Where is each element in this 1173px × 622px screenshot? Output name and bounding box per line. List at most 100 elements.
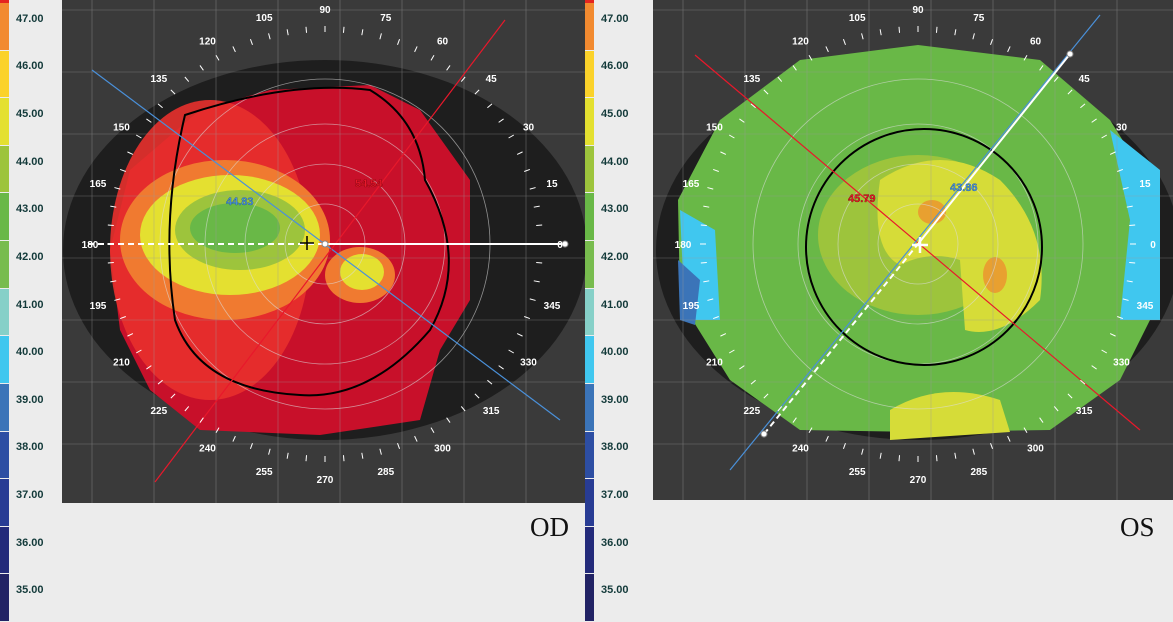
degree-tick — [146, 365, 152, 370]
scale-swatch — [585, 98, 594, 145]
degree-label: 150 — [113, 123, 130, 134]
scale-label: 40.00 — [601, 346, 629, 359]
scale-swatch — [0, 431, 9, 479]
degree-tick — [842, 443, 846, 450]
degree-label: 75 — [973, 13, 985, 24]
scale-swatch — [0, 479, 9, 526]
od-topography-map: 44.83 54.54 0 15 30 45 60 75 90 105 120 135 150 165… — [62, 0, 585, 503]
degree-tick — [135, 134, 142, 139]
degree-tick — [114, 298, 121, 301]
degree-tick — [474, 393, 480, 399]
scale-label: 37.00 — [601, 488, 629, 501]
degree-tick — [170, 393, 176, 399]
scale-label: 44.00 — [16, 155, 44, 168]
scale-swatch — [585, 526, 594, 574]
degree-tick — [1126, 280, 1133, 283]
degree-label: 45 — [486, 74, 498, 85]
degree-tick — [1067, 89, 1073, 95]
degree-tick — [107, 224, 114, 227]
degree-tick — [533, 280, 540, 283]
degree-label: 75 — [380, 13, 392, 24]
degree-tick — [268, 33, 271, 40]
degree-label: 135 — [150, 74, 167, 85]
degree-tick — [342, 26, 345, 33]
degree-tick — [286, 29, 289, 36]
degree-tick — [508, 349, 515, 354]
degree-tick — [508, 134, 515, 139]
degree-tick — [215, 54, 220, 61]
degree-tick — [397, 38, 401, 45]
scale-swatch — [0, 526, 9, 574]
od-pupil-outline — [168, 86, 450, 397]
degree-tick — [107, 261, 114, 264]
degree-label: 285 — [377, 467, 394, 478]
degree-label: 210 — [113, 358, 130, 369]
degree-tick — [1023, 54, 1028, 61]
degree-tick — [119, 168, 126, 172]
degree-label: 45 — [1079, 74, 1091, 85]
scale-swatch — [585, 383, 594, 431]
scale-swatch — [585, 479, 594, 526]
scale-swatch — [0, 3, 9, 50]
degree-label: 240 — [792, 444, 809, 455]
scale-swatch — [585, 336, 594, 383]
degree-tick — [127, 333, 134, 337]
degree-label: 315 — [483, 406, 500, 417]
scale-swatch — [0, 50, 9, 98]
degree-tick — [1080, 103, 1086, 109]
degree-tick — [215, 427, 220, 434]
degree-tick — [1129, 224, 1136, 227]
degree-tick — [763, 393, 769, 399]
os-pupil-outline — [805, 128, 1043, 366]
degree-tick — [232, 435, 236, 442]
degree-tick — [184, 76, 190, 82]
degree-tick — [712, 316, 719, 320]
degree-label: 30 — [1116, 123, 1128, 134]
degree-tick — [498, 118, 504, 123]
degree-tick — [430, 54, 435, 61]
degree-tick — [1053, 76, 1059, 82]
degree-label: 300 — [434, 444, 451, 455]
scale-label: 36.00 — [16, 536, 44, 549]
degree-label: 0 — [1150, 240, 1156, 251]
degree-tick — [792, 417, 797, 423]
degree-tick — [110, 205, 117, 208]
degree-tick — [703, 280, 710, 283]
degree-tick — [460, 76, 466, 82]
degree-tick — [707, 298, 714, 301]
od-steep-k: 54.54 — [355, 178, 383, 190]
degree-label: 255 — [256, 467, 273, 478]
degree-tick — [990, 38, 994, 45]
degree-tick — [498, 365, 504, 370]
scale-swatch — [585, 288, 594, 336]
degree-label: 180 — [82, 240, 99, 251]
degree-tick — [792, 65, 797, 71]
scale-swatch — [0, 336, 9, 383]
degree-tick — [700, 224, 707, 227]
od-power-map — [110, 85, 470, 435]
degree-tick — [342, 455, 345, 462]
degree-tick — [720, 333, 727, 337]
degree-tick — [533, 205, 540, 208]
degree-tick — [1101, 349, 1108, 354]
scale-swatch — [0, 98, 9, 145]
degree-tick — [777, 76, 783, 82]
scale-label: 38.00 — [16, 441, 44, 454]
degree-tick — [1007, 435, 1011, 442]
degree-label: 255 — [849, 467, 866, 478]
degree-tick — [157, 103, 163, 109]
degree-tick — [703, 205, 710, 208]
degree-tick — [879, 452, 882, 459]
degree-tick — [146, 118, 152, 123]
degree-tick — [305, 26, 308, 33]
degree-label: 345 — [1137, 301, 1154, 312]
degree-tick — [712, 168, 719, 172]
degree-tick — [763, 89, 769, 95]
degree-label: 105 — [256, 13, 273, 24]
scale-label: 44.00 — [601, 155, 629, 168]
color-scale-left: 47.00 46.00 45.00 44.00 43.00 42.00 41.00 40.00… — [0, 0, 62, 622]
degree-tick — [157, 379, 163, 385]
scale-swatch — [0, 193, 9, 241]
degree-tick — [524, 168, 531, 172]
degree-tick — [1007, 46, 1011, 53]
